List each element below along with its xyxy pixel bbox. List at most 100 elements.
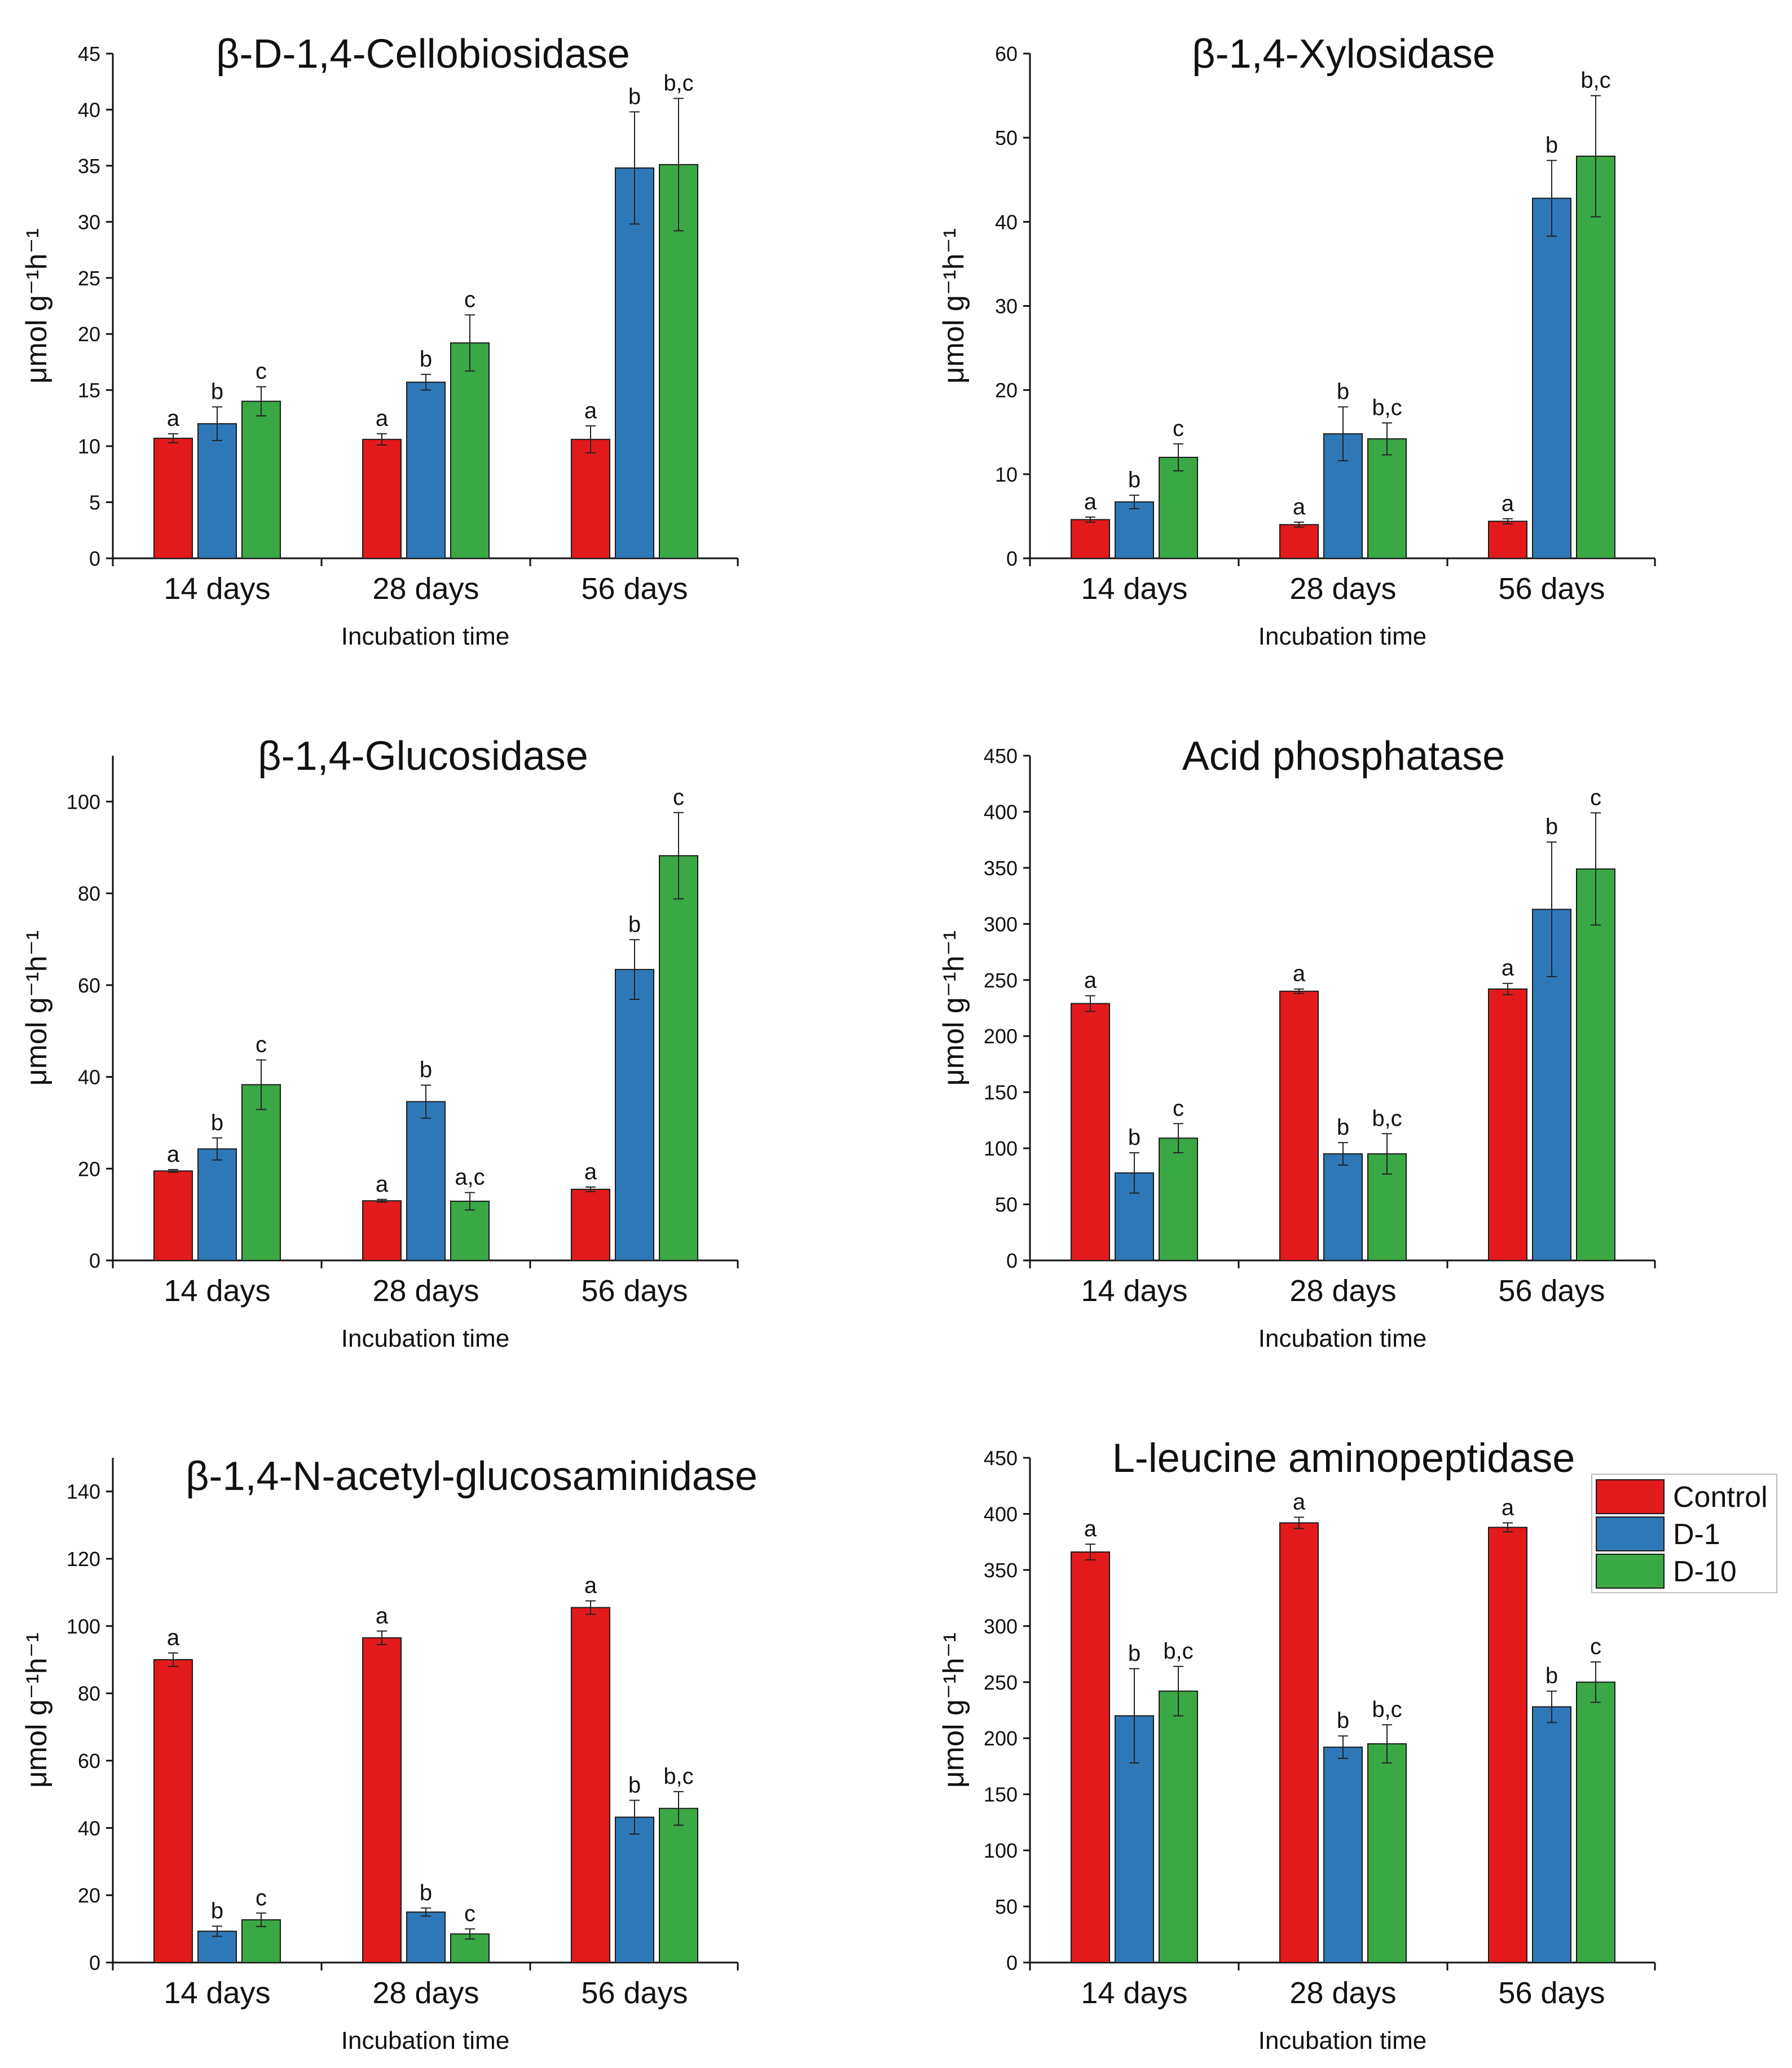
bar (406, 1911, 446, 1963)
significance-label: b,c (1580, 68, 1610, 93)
significance-label: a (1084, 968, 1097, 993)
y-tick-label: 200 (984, 1727, 1018, 1750)
significance-label: b (628, 1772, 641, 1797)
legend-swatch (1596, 1516, 1665, 1551)
bar (1071, 519, 1110, 559)
significance-label: b (1546, 1664, 1558, 1688)
significance-label: b (211, 380, 223, 404)
y-tick-label: 140 (67, 1480, 100, 1503)
bar (571, 1607, 610, 1963)
y-tick-label: 0 (89, 1249, 100, 1272)
x-tick-label: 14 days (164, 572, 270, 606)
significance-label: a (376, 1172, 389, 1197)
y-tick-label: 450 (984, 1447, 1018, 1470)
bar (1488, 521, 1527, 559)
panel-5: β-1,4-N-acetyl-glucosaminidase 0 20 40 60 80 1… (20, 1454, 758, 2054)
panel-title: β-D-1,4-Cellobiosidase (216, 32, 630, 77)
bar (1159, 1137, 1198, 1261)
y-tick-label: 100 (984, 1839, 1018, 1862)
legend-label: Control (1673, 1481, 1768, 1514)
significance-label: a (1293, 1489, 1306, 1514)
legend: Control D-1 D-10 (1591, 1474, 1777, 1593)
bar (362, 1200, 402, 1262)
y-tick-label: 60 (78, 974, 100, 997)
significance-label: b (1546, 133, 1558, 157)
x-tick-label: 28 days (372, 572, 479, 606)
bar (406, 381, 446, 559)
x-tick-label: 28 days (372, 1274, 479, 1308)
y-tick-label: 35 (78, 155, 100, 178)
y-tick-label: 400 (984, 800, 1018, 823)
bar (1488, 988, 1527, 1261)
y-tick-label: 45 (78, 42, 100, 65)
y-tick-label: 80 (78, 882, 100, 905)
x-axis-title: Incubation time (341, 2027, 509, 2054)
x-tick-label: 14 days (164, 1976, 270, 2010)
bar (153, 1659, 193, 1963)
significance-label: c (1590, 785, 1601, 810)
significance-label: a (1502, 491, 1514, 516)
y-tick-label: 20 (995, 379, 1018, 402)
panel-title: β-1,4-Glucosidase (258, 734, 588, 779)
significance-label: a (1293, 495, 1306, 519)
bar (1071, 1551, 1110, 1963)
y-tick-label: 40 (78, 1816, 100, 1840)
bar (1159, 1690, 1198, 1964)
y-tick-label: 300 (984, 912, 1018, 936)
significance-label: b (1337, 1115, 1349, 1140)
x-tick-label: 56 days (581, 1976, 688, 2010)
y-tick-label: 100 (67, 1615, 100, 1638)
y-tick-label: 150 (984, 1783, 1018, 1806)
significance-label: a (167, 1625, 180, 1650)
y-tick-label: 350 (984, 857, 1018, 880)
y-tick-label: 400 (984, 1502, 1018, 1525)
significance-label: b (211, 1110, 223, 1135)
y-tick-label: 10 (995, 463, 1018, 486)
bar (615, 969, 654, 1261)
bar (241, 1084, 281, 1262)
bar (615, 1816, 654, 1963)
y-tick-label: 5 (89, 491, 100, 514)
x-tick-label: 28 days (1289, 572, 1396, 606)
significance-label: c (256, 1032, 267, 1057)
significance-label: b,c (1372, 1697, 1402, 1722)
bar (659, 1807, 698, 1963)
bar (659, 855, 698, 1261)
bar (362, 439, 402, 559)
bar (1279, 990, 1319, 1261)
significance-label: b (1337, 1708, 1349, 1733)
panel-title: β-1,4-Xylosidase (1192, 32, 1495, 77)
significance-label: a (1084, 1516, 1097, 1541)
bar (1576, 868, 1615, 1261)
y-tick-label: 80 (78, 1682, 100, 1705)
x-axis-title: Incubation time (341, 623, 509, 650)
bar (153, 1170, 193, 1261)
significance-label: c (1173, 1096, 1184, 1121)
significance-label: a (1502, 956, 1514, 981)
y-tick-label: 50 (995, 1193, 1018, 1216)
bar (615, 167, 654, 559)
significance-label: c (1590, 1634, 1601, 1659)
x-axis-title: Incubation time (1258, 1325, 1426, 1352)
x-tick-label: 56 days (1498, 1274, 1605, 1308)
significance-label: b (420, 347, 432, 372)
legend-label: D-1 (1673, 1518, 1720, 1551)
significance-label: b,c (663, 1764, 693, 1789)
y-tick-label: 25 (78, 267, 100, 290)
significance-label: b (1337, 380, 1349, 404)
y-tick-label: 0 (89, 1951, 100, 1974)
y-tick-label: 30 (78, 210, 100, 233)
y-tick-label: 0 (1006, 1951, 1018, 1974)
x-tick-label: 28 days (372, 1976, 479, 2010)
significance-label: a,c (455, 1165, 485, 1190)
x-tick-label: 56 days (581, 1274, 688, 1308)
significance-label: c (673, 785, 684, 810)
significance-label: b,c (1372, 395, 1402, 420)
bar (450, 1201, 490, 1262)
y-tick-label: 450 (984, 744, 1018, 768)
y-tick-label: 40 (78, 1066, 100, 1089)
panel-1: β-D-1,4-Cellobiosidase 0 5 10 15 20 25 30 35 40 45… (20, 32, 739, 650)
significance-label: b (1128, 468, 1141, 492)
y-tick-label: 40 (995, 210, 1018, 233)
